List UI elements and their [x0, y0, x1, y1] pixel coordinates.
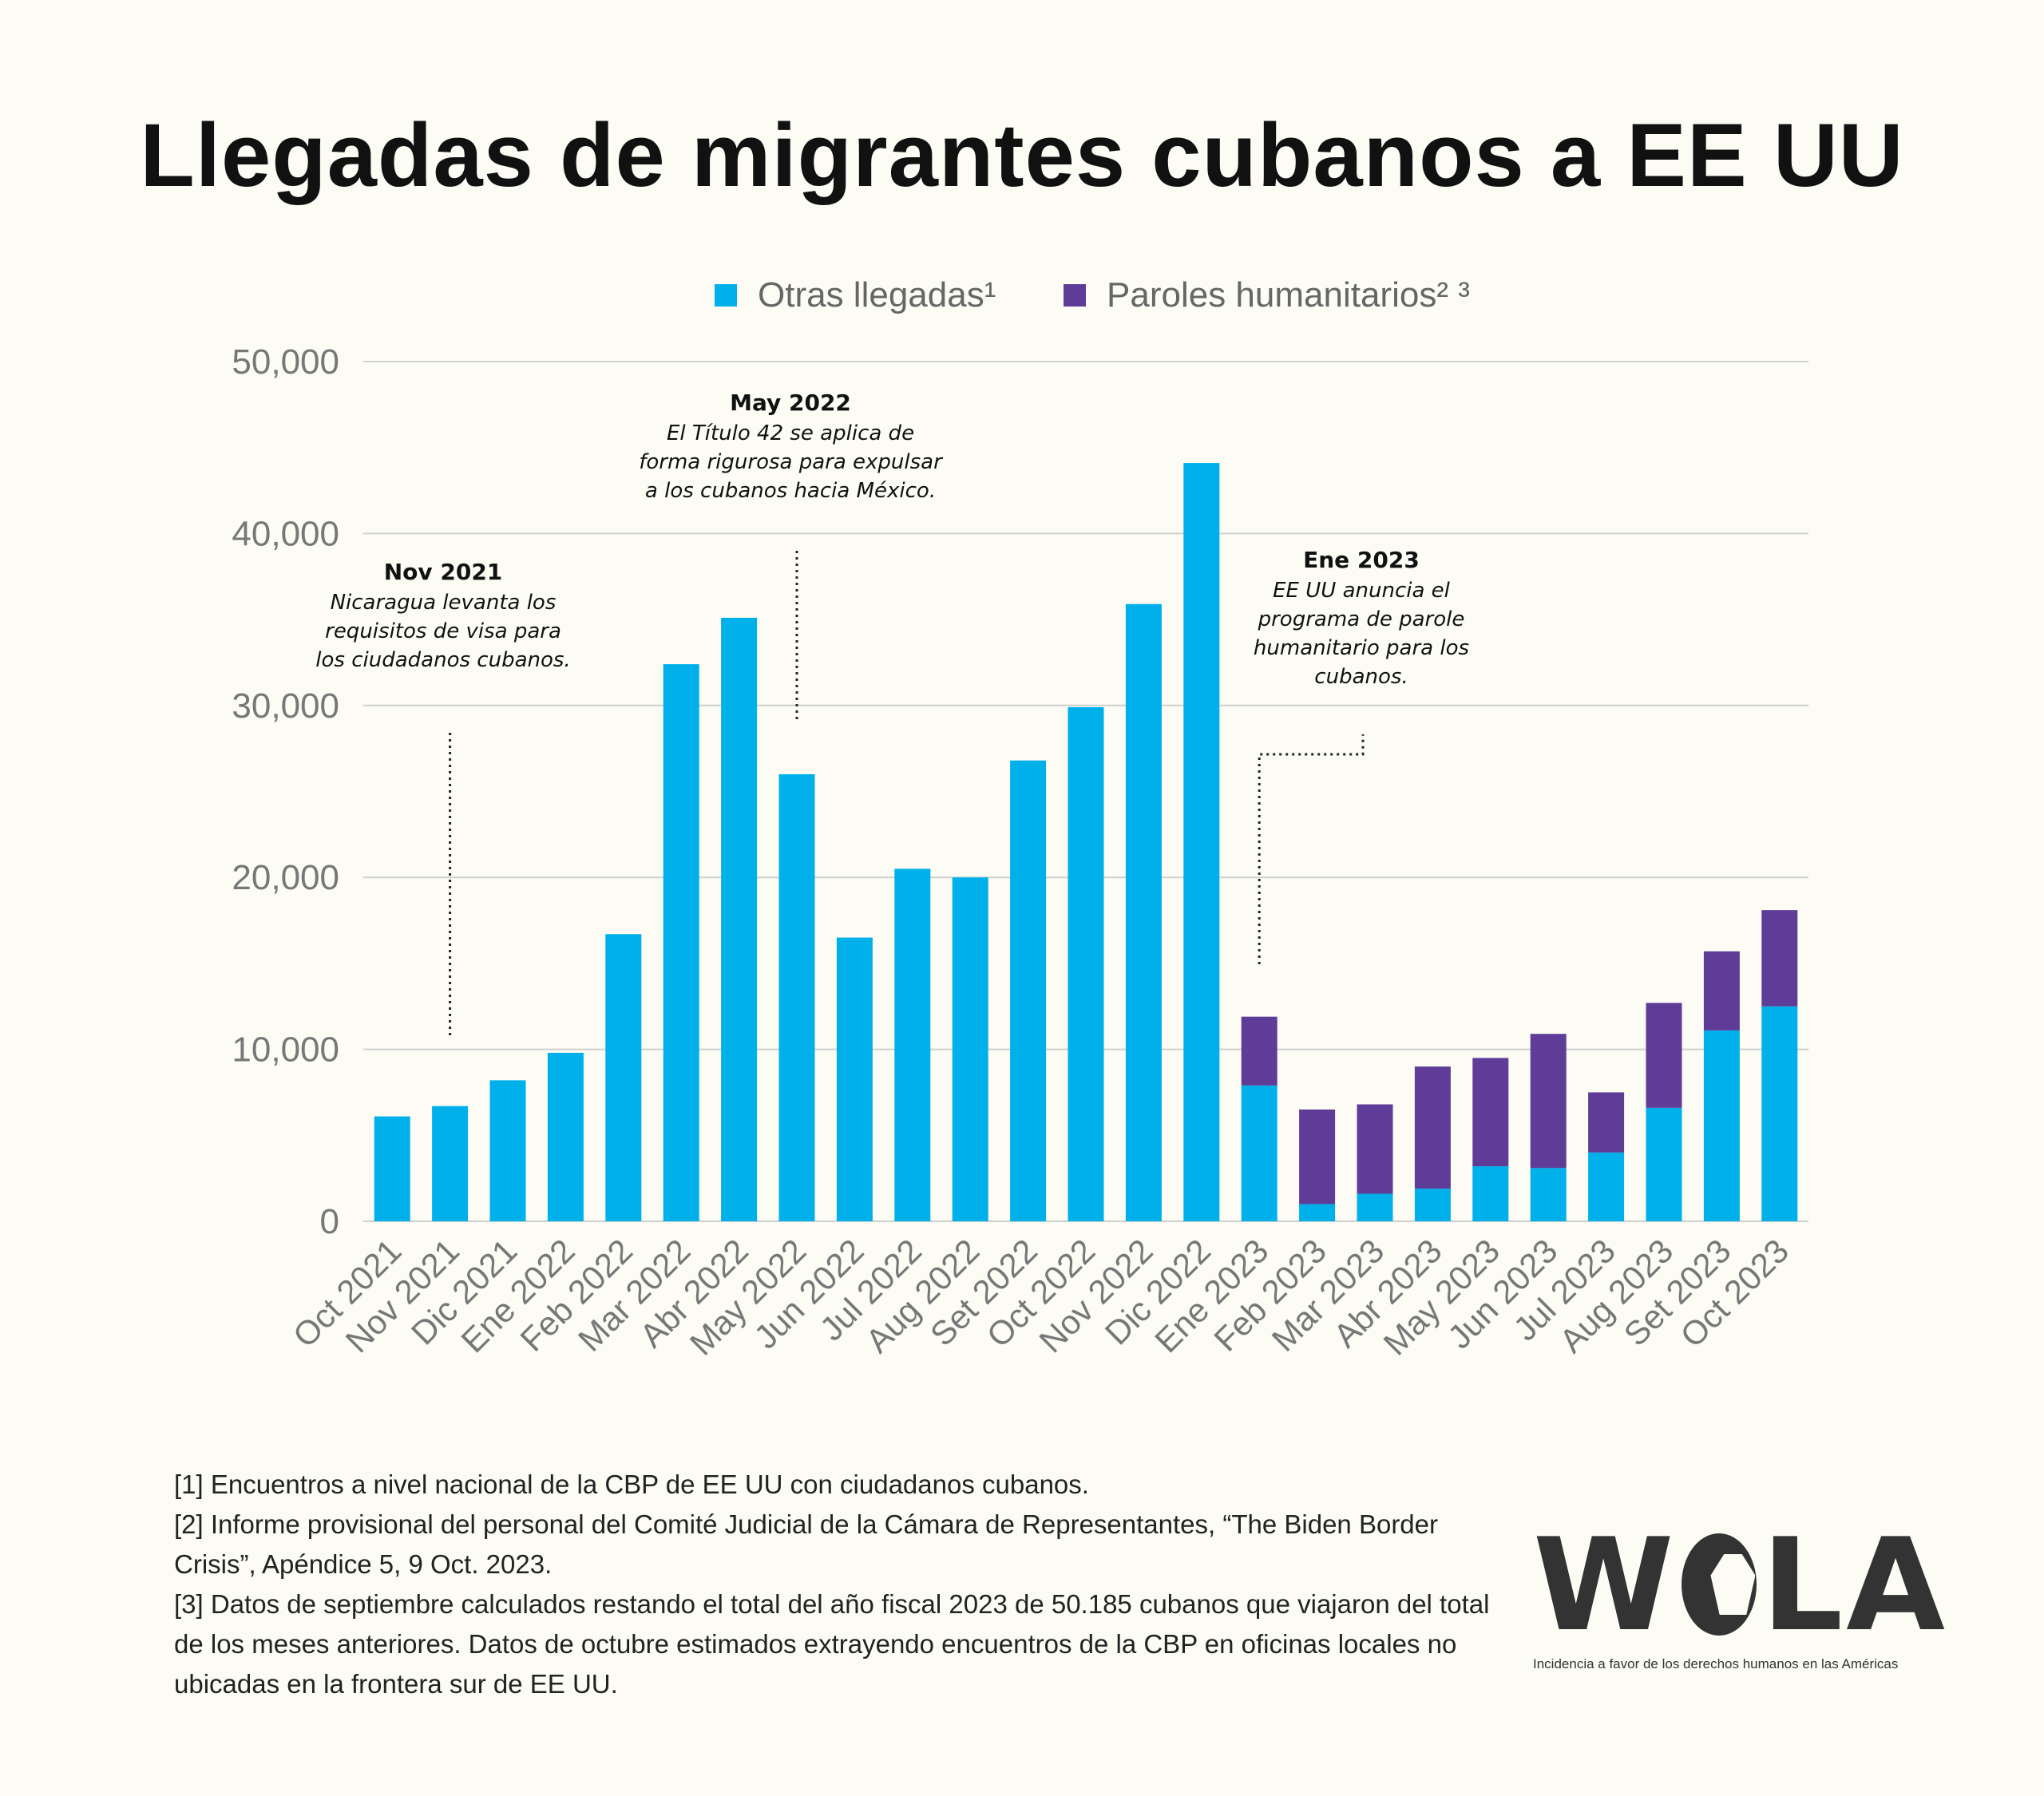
bar-otras-llegadas: [489, 1080, 526, 1221]
bar-otras-llegadas: [894, 868, 931, 1221]
legend-swatch-paroles: [1064, 284, 1086, 307]
bar-paroles-humanitarios: [1414, 1066, 1451, 1189]
annotation-title: Ene 2023: [1303, 547, 1420, 573]
bar-otras-llegadas: [1703, 1030, 1740, 1221]
bar-paroles-humanitarios: [1646, 1003, 1682, 1108]
bar-paroles-humanitarios: [1588, 1092, 1625, 1153]
bar-otras-llegadas: [432, 1106, 469, 1221]
bar-paroles-humanitarios: [1357, 1104, 1393, 1194]
legend-item-otras: Otras llegadas¹: [715, 275, 996, 315]
bar-otras-llegadas: [547, 1052, 584, 1221]
legend-swatch-otras: [715, 284, 737, 307]
bar-otras-llegadas: [663, 664, 699, 1221]
y-tick-label: 20,000: [232, 858, 339, 897]
legend-item-paroles: Paroles humanitarios² ³: [1064, 275, 1470, 315]
y-tick-label: 40,000: [232, 514, 339, 553]
annotation-text: Nicaragua levanta los requisitos de visa…: [315, 591, 571, 672]
logo-letters-la: LA: [1761, 1509, 1948, 1660]
bar-otras-llegadas: [1530, 1168, 1567, 1221]
legend-label-otras: Otras llegadas¹: [758, 275, 996, 314]
bar-paroles-humanitarios: [1761, 910, 1798, 1007]
y-tick-label: 0: [320, 1202, 339, 1241]
bar-otras-llegadas: [1010, 760, 1047, 1221]
bar-otras-llegadas: [1068, 706, 1104, 1221]
bar-otras-llegadas: [1472, 1166, 1509, 1221]
bar-otras-llegadas: [1183, 463, 1220, 1221]
bar-otras-llegadas: [1414, 1189, 1451, 1221]
footnote-1: [1] Encuentros a nivel nacional de la CB…: [174, 1470, 1089, 1499]
bar-otras-llegadas: [721, 617, 758, 1221]
bar-otras-llegadas: [1299, 1204, 1336, 1221]
logo-wordmark: W LA: [1533, 1510, 1948, 1660]
bar-otras-llegadas: [1588, 1152, 1625, 1221]
bar-paroles-humanitarios: [1530, 1034, 1567, 1169]
annotation-ene-2023: Ene 2023 EE UU anuncia el programa de pa…: [1234, 547, 1489, 691]
logo-o-emblem: [1682, 1533, 1757, 1636]
y-tick-label: 10,000: [232, 1031, 339, 1070]
bar-otras-llegadas: [1646, 1107, 1682, 1221]
bar-otras-llegadas: [374, 1116, 410, 1221]
annotation-text: EE UU anuncia el programa de parole huma…: [1253, 579, 1470, 689]
bar-paroles-humanitarios: [1241, 1016, 1278, 1086]
y-tick-label: 30,000: [232, 686, 339, 726]
bar-otras-llegadas: [605, 934, 642, 1221]
footnotes: [1] Encuentros a nivel nacional de la CB…: [174, 1465, 1499, 1704]
annotation-text: El Título 42 se aplica de forma rigurosa…: [639, 421, 942, 503]
y-tick-label: 50,000: [232, 342, 339, 382]
bar-otras-llegadas: [1241, 1085, 1278, 1221]
chart-title: Llegadas de migrantes cubanos a EE UU: [140, 105, 1904, 205]
bar-paroles-humanitarios: [1299, 1109, 1336, 1205]
legend-label-paroles: Paroles humanitarios² ³: [1107, 275, 1470, 314]
bar-otras-llegadas: [778, 773, 815, 1221]
annotation-title: May 2022: [730, 390, 851, 416]
annotation-leader-line: [1258, 734, 1365, 964]
bar-otras-llegadas: [1357, 1193, 1393, 1221]
logo-tagline: Incidencia a favor de los derechos human…: [1533, 1656, 1899, 1671]
bar-otras-llegadas: [1761, 1006, 1798, 1221]
bar-paroles-humanitarios: [1703, 951, 1740, 1031]
bar-otras-llegadas: [1125, 603, 1162, 1221]
logo-letter-w: W: [1533, 1509, 1678, 1660]
bar-otras-llegadas: [952, 877, 988, 1221]
bar-otras-llegadas: [836, 937, 873, 1221]
annotation-nov-2021: Nov 2021 Nicaragua levanta los requisito…: [307, 559, 579, 674]
footnote-2: [2] Informe provisional del personal del…: [174, 1509, 1439, 1579]
annotation-title: Nov 2021: [383, 559, 503, 585]
annotation-may-2022: May 2022 El Título 42 se aplica de forma…: [631, 390, 950, 505]
bar-paroles-humanitarios: [1472, 1058, 1509, 1167]
legend: Otras llegadas¹ Paroles humanitarios² ³: [0, 275, 2044, 331]
footnote-3: [3] Datos de septiembre calculados resta…: [174, 1589, 1490, 1699]
wola-logo: W LA Incidencia a favor de los derechos …: [1533, 1510, 1948, 1672]
